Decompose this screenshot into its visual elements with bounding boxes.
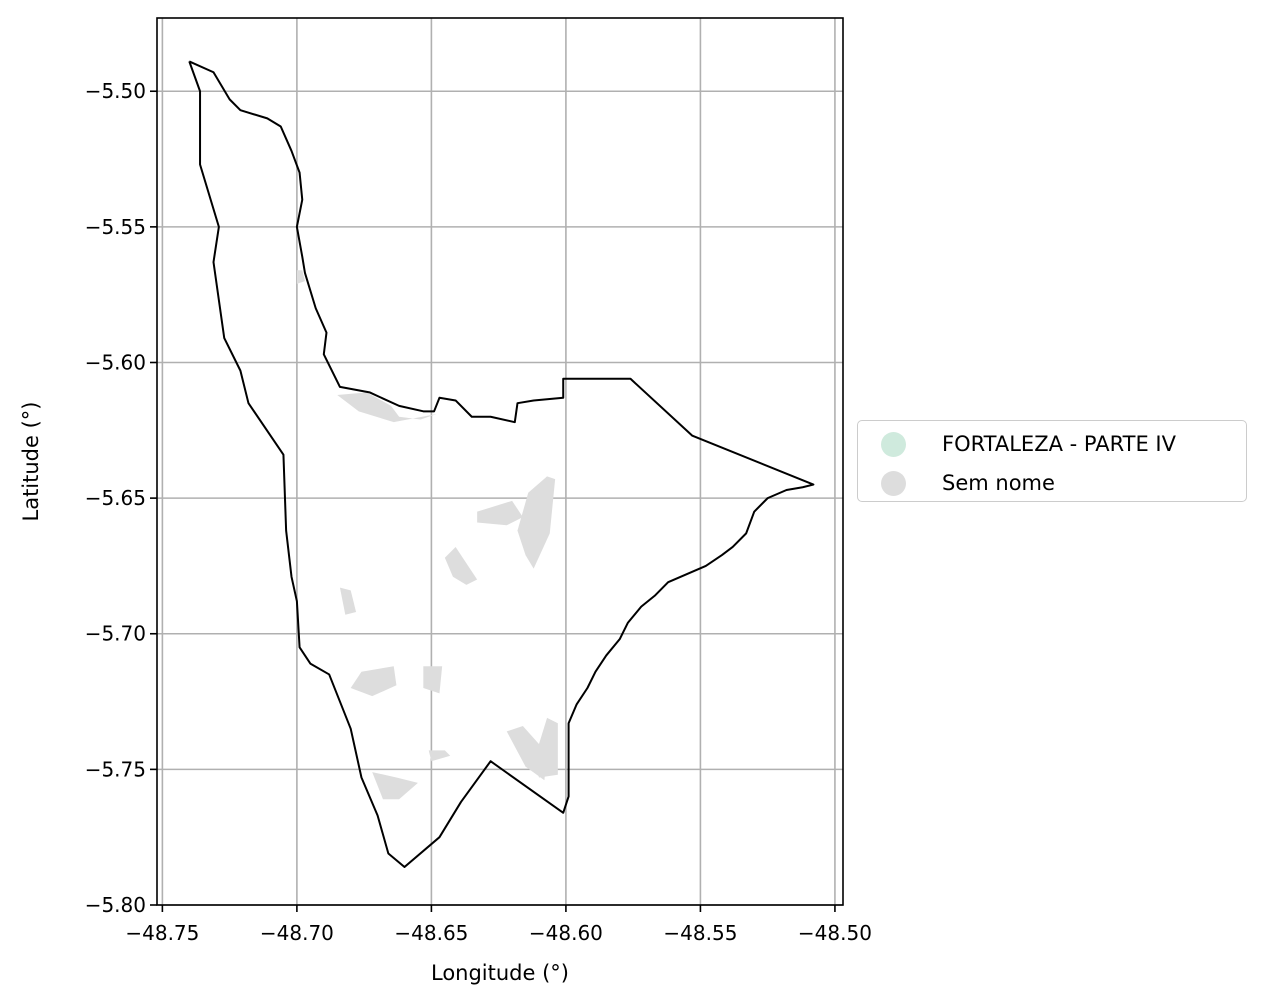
- filled-area: [444, 546, 478, 585]
- legend-label-fortaleza: FORTALEZA - PARTE IV: [942, 432, 1176, 456]
- x-tick-label: −48.70: [260, 921, 334, 945]
- filled-area: [533, 717, 558, 778]
- axes-frame: [156, 17, 844, 906]
- filled-area: [477, 500, 523, 526]
- y-tick-label: −5.65: [85, 486, 146, 510]
- axis-ticks: −48.75 −48.70 −48.65 −48.60 −48.55 −48.50 −5.5…: [85, 79, 872, 945]
- x-tick-label: −48.75: [125, 921, 199, 945]
- boundary-line: [188, 60, 815, 869]
- filled-area: [428, 750, 451, 762]
- y-tick-label: −5.80: [85, 893, 146, 917]
- y-axis-label: Latitude (°): [19, 402, 43, 522]
- municipality-boundary: [188, 60, 815, 869]
- y-tick-label: −5.55: [85, 215, 146, 239]
- legend-entry-sem-nome: Sem nome: [858, 468, 1246, 498]
- filled-area: [372, 772, 418, 800]
- filled-area: [339, 587, 357, 615]
- legend-marker-fortaleza: [881, 432, 906, 457]
- y-tick-label: −5.75: [85, 757, 146, 781]
- legend-entry-fortaleza: FORTALEZA - PARTE IV: [858, 429, 1246, 459]
- legend-label-sem-nome: Sem nome: [942, 471, 1055, 495]
- legend-marker-sem-nome: [881, 471, 906, 496]
- filled-area: [350, 666, 397, 697]
- y-tick-label: −5.50: [85, 79, 146, 103]
- grid-lines: [157, 18, 843, 906]
- x-tick-label: −48.55: [663, 921, 737, 945]
- filled-areas: [296, 270, 558, 800]
- filled-area: [517, 476, 556, 569]
- filled-area: [296, 270, 305, 284]
- y-tick-label: −5.60: [85, 350, 146, 374]
- x-tick-label: −48.50: [798, 921, 872, 945]
- y-tick-label: −5.70: [85, 622, 146, 646]
- filled-area: [423, 666, 443, 694]
- filled-area: [337, 392, 437, 423]
- x-tick-label: −48.60: [529, 921, 603, 945]
- x-axis-label: Longitude (°): [431, 961, 569, 985]
- legend: FORTALEZA - PARTE IV Sem nome: [857, 420, 1247, 502]
- x-tick-label: −48.65: [394, 921, 468, 945]
